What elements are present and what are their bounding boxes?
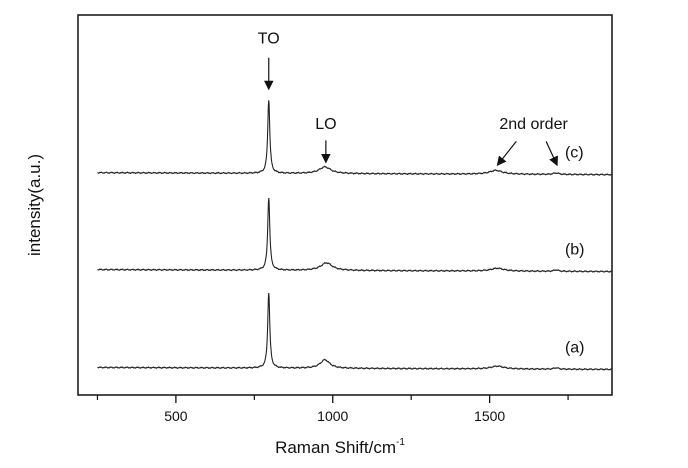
- spectrum-line-b: [97, 198, 613, 273]
- x-axis-label: Raman Shift/cm-1: [275, 437, 405, 457]
- annotation-label: LO: [315, 116, 336, 133]
- x-tick-label: 1000: [317, 408, 348, 424]
- series-label: (b): [565, 241, 585, 258]
- annotation-arrow: [545, 141, 558, 167]
- annotation-label: TO: [258, 31, 280, 48]
- spectrum-line-c: [97, 100, 613, 176]
- x-tick-label: 1500: [474, 408, 505, 424]
- series-label: (c): [565, 145, 584, 162]
- x-axis-label-superscript: -1: [396, 437, 405, 448]
- y-axis-label: intensity(a.u.): [25, 154, 44, 256]
- spectrum-line-a: [97, 292, 613, 371]
- series-label: (a): [565, 339, 585, 356]
- annotation-arrow: [496, 140, 517, 167]
- annotation-label: 2nd order: [499, 116, 568, 133]
- x-tick-label: 500: [164, 408, 188, 424]
- plot-frame: [77, 14, 613, 396]
